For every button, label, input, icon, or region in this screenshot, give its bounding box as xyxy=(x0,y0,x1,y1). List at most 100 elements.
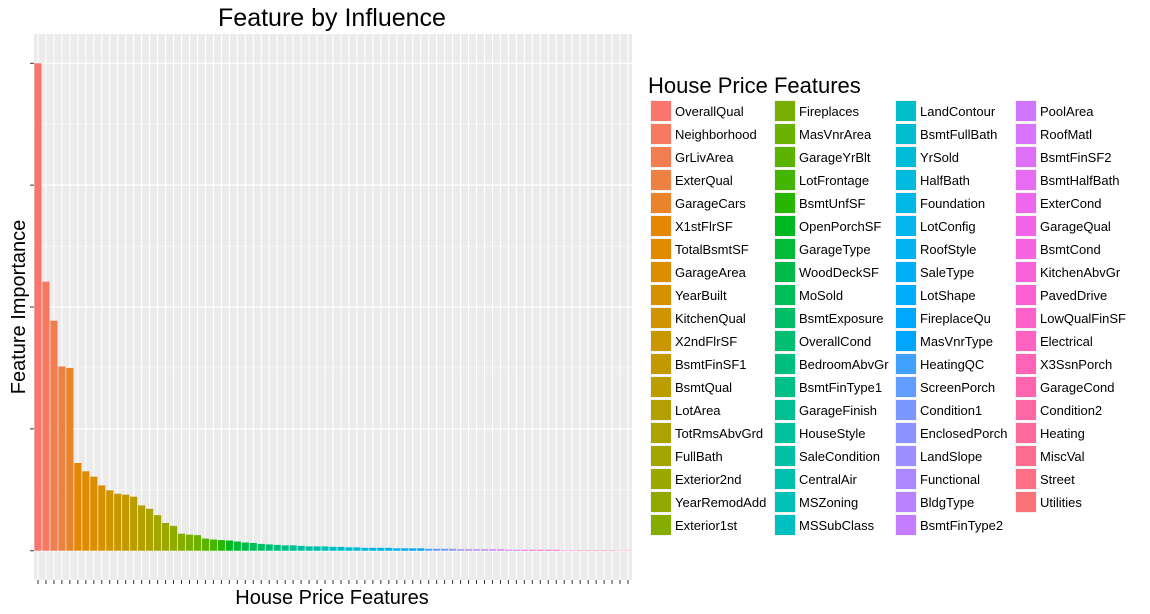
legend-label: BsmtFullBath xyxy=(920,127,997,142)
legend-item: BsmtFinSF2 xyxy=(1015,146,1112,168)
bar-LotArea xyxy=(138,505,146,551)
bar-HalfBath xyxy=(361,547,369,551)
legend-swatch xyxy=(775,285,795,305)
bar-GarageQual xyxy=(528,549,536,551)
legend-label: BsmtCond xyxy=(1040,242,1101,257)
bar-FullBath xyxy=(153,515,162,551)
legend-label: Utilities xyxy=(1040,495,1082,510)
bar-GarageArea xyxy=(90,476,98,551)
bar-GarageFinish xyxy=(289,545,297,551)
bar-Functional xyxy=(464,549,473,551)
legend-swatch xyxy=(896,446,916,466)
legend-label: FullBath xyxy=(675,449,723,464)
legend-swatch xyxy=(1016,446,1036,466)
legend-label: MiscVal xyxy=(1040,449,1085,464)
legend-item: PoolArea xyxy=(1015,100,1094,122)
bar-BsmtFinType2 xyxy=(480,549,489,551)
legend-item: WoodDeckSF xyxy=(774,261,879,283)
legend-swatch xyxy=(1016,400,1036,420)
legend: OverallQual Neighborhood GrLivArea ExterQua… xyxy=(650,100,1126,536)
legend-item: HalfBath xyxy=(895,169,970,191)
legend-item: Foundation xyxy=(895,192,985,214)
legend-label: LotConfig xyxy=(920,219,976,234)
legend-item: LotShape xyxy=(895,284,976,306)
bar-Neighborhood xyxy=(42,281,50,551)
legend-swatch xyxy=(896,469,916,489)
legend-swatch xyxy=(1016,239,1036,259)
bar-Exterior2nd xyxy=(161,522,170,551)
legend-label: SaleCondition xyxy=(799,449,880,464)
legend-swatch xyxy=(775,101,795,121)
legend-swatch xyxy=(1016,262,1036,282)
legend-item: Functional xyxy=(895,468,980,490)
legend-label: ScreenPorch xyxy=(920,380,995,395)
bar-LotShape xyxy=(401,548,409,551)
bar-X1stFlrSF xyxy=(74,463,82,551)
legend-swatch xyxy=(775,193,795,213)
bar-BsmtFullBath xyxy=(345,547,353,551)
bar-MSSubClass xyxy=(329,546,337,551)
legend-item: BsmtCond xyxy=(1015,238,1101,260)
bar-KitchenAbvGr xyxy=(544,549,552,551)
legend-swatch xyxy=(896,331,916,351)
legend-item: LandSlope xyxy=(895,445,982,467)
bar-MasVnrType xyxy=(417,548,425,551)
legend-swatch xyxy=(651,124,671,144)
legend-label: MasVnrArea xyxy=(799,127,872,142)
legend-swatch xyxy=(651,469,671,489)
bar-WoodDeckSF xyxy=(241,542,249,551)
legend-label: BldgType xyxy=(920,495,974,510)
bar-TotalBsmtSF xyxy=(82,471,90,551)
legend-item: ExterQual xyxy=(650,169,733,191)
legend-item: Fireplaces xyxy=(774,100,859,122)
legend-swatch xyxy=(1016,170,1036,190)
legend-label: TotalBsmtSF xyxy=(675,242,749,257)
legend-swatch xyxy=(1016,331,1036,351)
x-axis-label: House Price Features xyxy=(235,587,428,609)
legend-item: YrSold xyxy=(895,146,959,168)
legend-label: GarageCond xyxy=(1040,380,1114,395)
legend-label: GarageArea xyxy=(675,265,747,280)
legend-item: RoofMatl xyxy=(1015,123,1092,145)
legend-label: BsmtHalfBath xyxy=(1040,173,1119,188)
legend-item: BsmtHalfBath xyxy=(1015,169,1119,191)
legend-item: BedroomAbvGr xyxy=(774,353,889,375)
legend-item: X3SsnPorch xyxy=(1015,353,1112,375)
legend-label: CentralAir xyxy=(799,472,857,487)
legend-swatch xyxy=(775,262,795,282)
legend-item: TotRmsAbvGrd xyxy=(650,422,763,444)
legend-label: Condition2 xyxy=(1040,403,1102,418)
legend-item: LotFrontage xyxy=(774,169,869,191)
legend-label: BsmtFinSF2 xyxy=(1040,150,1112,165)
legend-swatch xyxy=(775,124,795,144)
legend-swatch xyxy=(775,170,795,190)
legend-label: LotShape xyxy=(920,288,976,303)
legend-label: RoofMatl xyxy=(1040,127,1092,142)
legend-swatch xyxy=(651,147,671,167)
legend-item: LowQualFinSF xyxy=(1015,307,1126,329)
legend-label: BsmtQual xyxy=(675,380,732,395)
legend-swatch xyxy=(775,147,795,167)
legend-swatch xyxy=(1016,124,1036,144)
legend-label: GarageQual xyxy=(1040,219,1111,234)
bar-HeatingQC xyxy=(425,548,433,551)
legend-label: GarageType xyxy=(799,242,871,257)
legend-label: MasVnrType xyxy=(920,334,993,349)
legend-swatch xyxy=(1016,285,1036,305)
bar-EnclosedPorch xyxy=(449,548,457,551)
bar-LotFrontage xyxy=(209,539,217,551)
legend-item: X1stFlrSF xyxy=(650,215,733,237)
legend-item: MoSold xyxy=(774,284,843,306)
legend-item: GrLivArea xyxy=(650,146,734,168)
legend-swatch xyxy=(896,124,916,144)
legend-swatch xyxy=(775,216,795,236)
bar-TotRmsAbvGrd xyxy=(146,508,154,551)
legend-label: FireplaceQu xyxy=(920,311,991,326)
legend-item: TotalBsmtSF xyxy=(650,238,749,260)
legend-item: Condition2 xyxy=(1015,399,1102,421)
legend-swatch xyxy=(651,331,671,351)
legend-label: MoSold xyxy=(799,288,843,303)
legend-swatch xyxy=(775,446,795,466)
legend-swatch xyxy=(896,216,916,236)
legend-label: GarageFinish xyxy=(799,403,877,418)
